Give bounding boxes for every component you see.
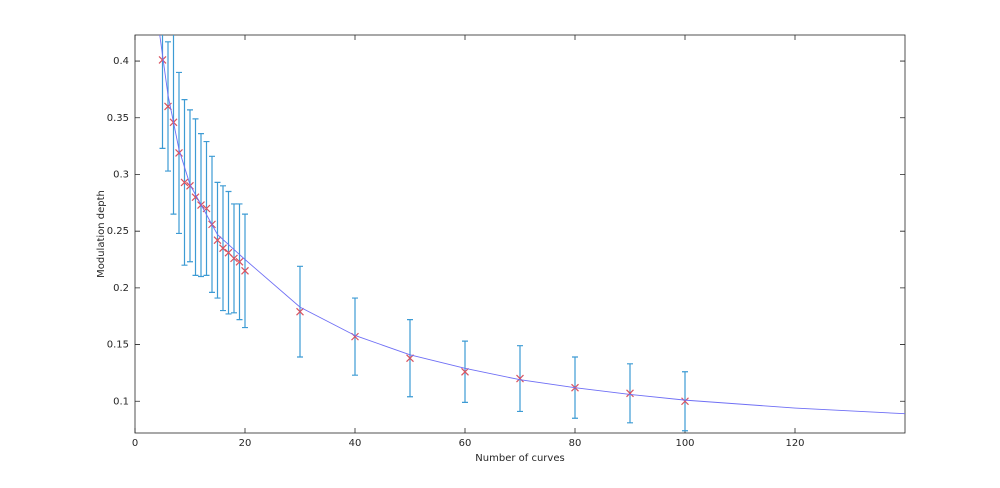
marker	[681, 397, 689, 406]
marker	[626, 389, 634, 398]
fit-line	[159, 35, 905, 415]
y-tick-label: 0.2	[113, 283, 129, 294]
marker	[213, 236, 222, 245]
marker	[406, 354, 414, 363]
x-tick-label: 40	[349, 438, 362, 449]
marker	[230, 254, 238, 263]
x-axis-label: Number of curves	[475, 453, 564, 464]
marker	[158, 56, 167, 64]
x-tick-label: 0	[132, 438, 138, 449]
y-tick-label: 0.35	[107, 113, 129, 124]
marker	[175, 149, 183, 157]
marker	[461, 367, 469, 376]
y-tick-label: 0.4	[113, 56, 129, 67]
marker	[241, 266, 249, 275]
x-tick-label: 120	[785, 438, 804, 449]
y-axis-label: Modulation depth	[96, 190, 107, 278]
marker	[235, 257, 244, 266]
marker	[516, 374, 524, 383]
y-tick-label: 0.3	[113, 169, 129, 180]
x-tick-label: 20	[239, 438, 252, 449]
x-tick-label: 60	[459, 438, 472, 449]
x-tick-label: 80	[569, 438, 582, 449]
y-tick-label: 0.1	[113, 396, 129, 407]
y-tick-label: 0.15	[107, 340, 129, 351]
marker	[219, 244, 227, 253]
x-tick-label: 100	[675, 438, 694, 449]
y-tick-label: 0.25	[107, 226, 129, 237]
plot-area	[158, 35, 905, 432]
marker	[296, 307, 304, 316]
marker	[180, 178, 189, 187]
